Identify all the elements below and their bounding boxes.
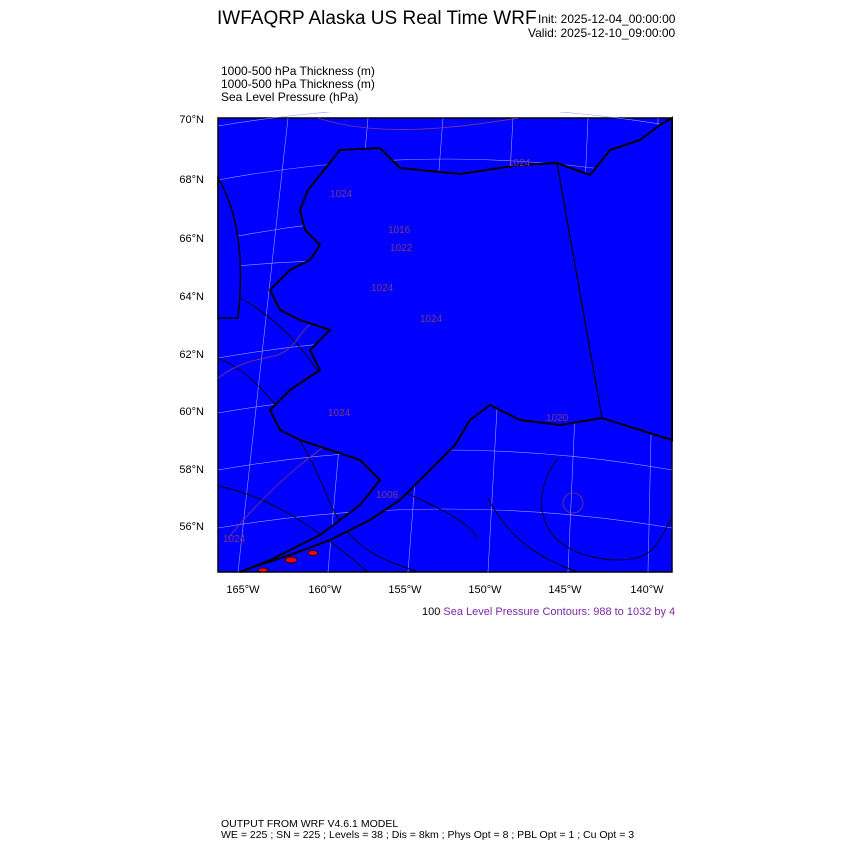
slp-contours	[217, 287, 673, 573]
lat-label: 56°N	[179, 521, 204, 533]
lat-label: 68°N	[179, 174, 204, 186]
contour-label: 1024	[223, 534, 246, 545]
lon-label: 145°W	[548, 584, 582, 596]
footer-settings: WE = 225 ; SN = 225 ; Levels = 38 ; Dis …	[221, 829, 635, 841]
contour-info-number: 100	[422, 606, 441, 618]
canada-border	[556, 162, 603, 419]
lat-label: 58°N	[179, 464, 204, 476]
island	[217, 175, 242, 319]
lat-label: 64°N	[179, 291, 204, 303]
contour-labels: 1024 1016 1022 1024 1024 1024 1024 1020 …	[223, 158, 569, 545]
valid-time: Valid: 2025-12-10_09:00:00	[528, 26, 676, 40]
aleutian-highlight	[257, 550, 319, 573]
contour-label: 1016	[388, 225, 411, 236]
plot-title: IWFAQRP Alaska US Real Time WRF	[217, 8, 537, 29]
contour-label: 1008	[376, 490, 399, 501]
contour-label: 1024	[420, 314, 443, 325]
footer-model: OUTPUT FROM WRF V4.6.1 MODEL	[221, 818, 399, 830]
contour-label: 1024	[328, 408, 351, 419]
lat-label: 62°N	[179, 349, 204, 361]
lon-label: 155°W	[388, 584, 422, 596]
lat-label: 66°N	[179, 233, 204, 245]
contour-label: 1024	[508, 158, 531, 169]
map-plot: 1024 1016 1022 1024 1024 1024 1024 1020 …	[217, 112, 673, 573]
lon-label: 165°W	[226, 584, 260, 596]
alaska-coastline	[239, 116, 673, 573]
lon-label: 140°W	[630, 584, 664, 596]
field-label-thickness-2: 1000-500 hPa Thickness (m)	[221, 77, 375, 91]
field-label-slp: Sea Level Pressure (hPa)	[221, 90, 359, 104]
contour-label: 1024	[330, 189, 353, 200]
contour-label: 1022	[390, 243, 413, 254]
lat-label: 70°N	[179, 114, 204, 126]
contour-info-text: Sea Level Pressure Contours: 988 to 1032…	[443, 606, 676, 618]
init-time: Init: 2025-12-04_00:00:00	[538, 12, 676, 26]
lat-label: 60°N	[179, 406, 204, 418]
lon-label: 160°W	[308, 584, 342, 596]
contour-info: 100 Sea Level Pressure Contours: 988 to …	[422, 606, 675, 618]
contour-label: 1020	[546, 413, 569, 424]
field-label-thickness-1: 1000-500 hPa Thickness (m)	[221, 64, 375, 78]
contour-label: 1024	[371, 283, 394, 294]
lon-label: 150°W	[468, 584, 502, 596]
